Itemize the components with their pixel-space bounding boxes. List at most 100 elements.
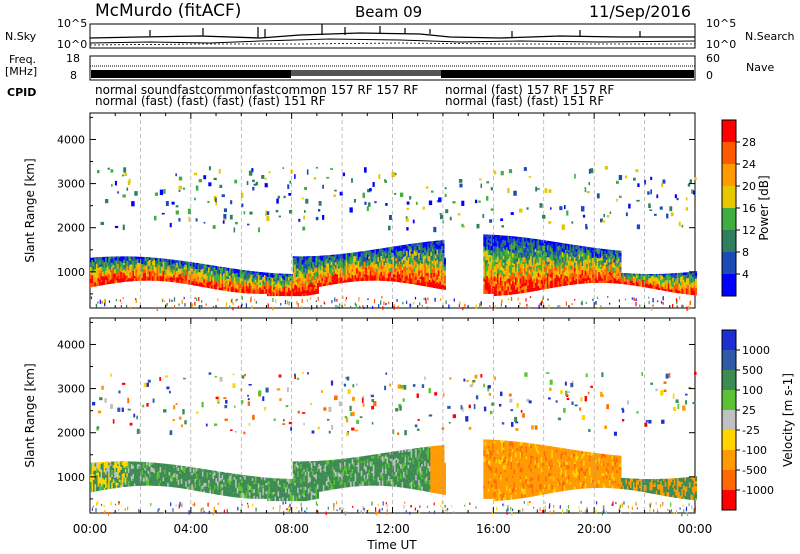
echo-cell bbox=[168, 478, 171, 483]
echo-cell bbox=[348, 256, 351, 259]
echo-cell bbox=[97, 269, 100, 276]
echo-cell bbox=[543, 255, 546, 261]
scatter-echo bbox=[289, 180, 292, 184]
echo-cell bbox=[604, 259, 607, 263]
echo-cell bbox=[123, 263, 126, 265]
echo-cell bbox=[195, 265, 198, 270]
echo-cell bbox=[105, 477, 108, 483]
echo-cell bbox=[273, 496, 276, 501]
echo-cell bbox=[512, 238, 515, 243]
echo-cell bbox=[201, 489, 204, 492]
echo-cell bbox=[247, 272, 250, 278]
echo-cell bbox=[368, 256, 371, 259]
echo-cell bbox=[605, 253, 608, 258]
echo-cell bbox=[611, 255, 614, 259]
echo-cell bbox=[530, 287, 533, 292]
echo-cell bbox=[437, 248, 440, 254]
echo-cell bbox=[100, 462, 103, 464]
echo-cell bbox=[422, 267, 425, 270]
echo-cell bbox=[424, 279, 427, 282]
echo-cell bbox=[522, 275, 525, 279]
echo-cell bbox=[492, 255, 495, 260]
echo-cell bbox=[560, 247, 563, 251]
echo-cell bbox=[285, 485, 288, 488]
echo-cell bbox=[233, 268, 236, 271]
echo-cell bbox=[566, 250, 569, 254]
echo-cell bbox=[117, 277, 120, 283]
echo-cell bbox=[102, 257, 105, 261]
echo-cell bbox=[404, 272, 407, 277]
echo-cell bbox=[259, 285, 262, 288]
echo-cell bbox=[214, 485, 217, 490]
echo-cell bbox=[260, 289, 263, 292]
echo-cell bbox=[90, 477, 93, 480]
noise-echo bbox=[311, 305, 313, 310]
scatter-echo bbox=[315, 216, 319, 221]
echo-cell bbox=[667, 273, 670, 276]
echo-cell bbox=[263, 272, 266, 275]
echo-cell bbox=[152, 462, 155, 465]
echo-cell bbox=[424, 247, 427, 251]
echo-cell bbox=[259, 290, 262, 294]
echo-cell bbox=[555, 243, 558, 249]
echo-cell bbox=[165, 476, 168, 480]
echo-cell bbox=[657, 274, 660, 279]
echo-cell bbox=[484, 284, 487, 290]
echo-cell bbox=[306, 286, 309, 291]
echo-cell bbox=[242, 276, 245, 282]
echo-cell bbox=[507, 278, 510, 283]
noise-echo bbox=[280, 303, 282, 306]
echo-cell bbox=[183, 467, 186, 471]
echo-cell bbox=[501, 286, 504, 292]
echo-cell bbox=[542, 255, 545, 260]
echo-cell bbox=[501, 258, 504, 263]
noise-echo bbox=[97, 301, 99, 304]
echo-cell bbox=[521, 287, 524, 290]
echo-cell bbox=[301, 259, 304, 265]
echo-cell bbox=[183, 486, 186, 489]
echo-cell bbox=[486, 235, 489, 240]
echo-cell bbox=[439, 253, 442, 256]
echo-cell bbox=[434, 281, 437, 284]
echo-cell bbox=[421, 264, 424, 269]
echo-cell bbox=[102, 478, 105, 481]
echo-cell bbox=[590, 266, 593, 269]
echo-cell bbox=[198, 272, 201, 278]
echo-cell bbox=[587, 255, 590, 261]
echo-cell bbox=[499, 284, 502, 288]
echo-cell bbox=[192, 262, 195, 267]
echo-cell bbox=[410, 243, 413, 245]
echo-cell bbox=[648, 274, 651, 279]
echo-cell bbox=[515, 250, 518, 257]
echo-cell bbox=[540, 245, 543, 248]
echo-cell bbox=[333, 274, 336, 278]
echo-cell bbox=[539, 250, 542, 254]
echo-cell bbox=[209, 285, 212, 289]
echo-cell bbox=[221, 286, 224, 291]
echo-cell bbox=[273, 478, 276, 481]
echo-cell bbox=[289, 278, 292, 281]
echo-cell bbox=[229, 484, 232, 487]
echo-cell bbox=[442, 272, 445, 275]
echo-cell bbox=[487, 285, 490, 290]
echo-cell bbox=[392, 262, 395, 265]
echo-cell bbox=[183, 267, 186, 270]
echo-cell bbox=[276, 494, 279, 497]
echo-cell bbox=[406, 246, 409, 251]
echo-cell bbox=[315, 272, 318, 277]
echo-cell bbox=[174, 472, 177, 478]
echo-cell bbox=[115, 482, 118, 488]
echo-cell bbox=[236, 484, 239, 488]
echo-cell bbox=[288, 488, 291, 495]
echo-cell bbox=[608, 264, 611, 267]
echo-cell bbox=[383, 271, 386, 277]
echo-cell bbox=[300, 468, 303, 474]
echo-cell bbox=[206, 485, 209, 490]
echo-cell bbox=[593, 252, 596, 255]
echo-cell bbox=[560, 274, 563, 279]
echo-cell bbox=[303, 277, 306, 283]
echo-cell bbox=[204, 475, 207, 478]
scatter-echo bbox=[606, 215, 610, 218]
echo-cell bbox=[90, 462, 93, 467]
echo-cell bbox=[235, 474, 238, 476]
